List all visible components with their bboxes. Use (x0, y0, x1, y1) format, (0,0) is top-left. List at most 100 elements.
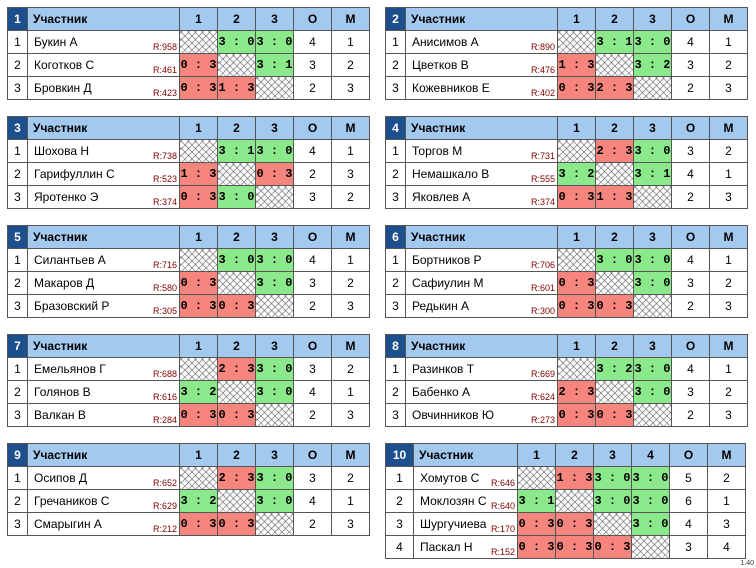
player-position: 2 (385, 162, 406, 186)
player-points: 3 (671, 139, 710, 163)
opponent-column-header: 1 (557, 225, 596, 249)
place-header: М (709, 7, 748, 31)
match-score: 0 : 3 (517, 535, 556, 559)
self-match-cell (631, 535, 670, 559)
self-match-cell (517, 466, 556, 490)
match-score: 0 : 3 (557, 185, 596, 209)
player-name: Макаров Д (34, 276, 95, 290)
group-number: 2 (385, 7, 406, 31)
points-header: О (671, 116, 710, 140)
match-score: 3 : 1 (217, 139, 256, 163)
player-position: 1 (7, 466, 28, 490)
opponent-column-header: 3 (255, 334, 294, 358)
self-match-cell (217, 489, 256, 513)
group-header-row: 8 Участник 1 2 3 О М (385, 334, 748, 358)
player-points: 3 (669, 535, 708, 559)
player-place: 3 (331, 512, 370, 536)
player-position: 2 (385, 489, 414, 513)
match-score: 1 : 3 (595, 185, 634, 209)
match-score: 0 : 3 (217, 403, 256, 427)
match-score: 3 : 2 (179, 489, 218, 513)
match-score: 3 : 2 (595, 357, 634, 381)
player-rating: R:152 (490, 547, 515, 557)
match-score: 3 : 0 (633, 380, 672, 404)
self-match-cell (255, 403, 294, 427)
player-rating: R:616 (152, 392, 177, 402)
player-place: 2 (709, 139, 748, 163)
player-position: 3 (385, 403, 406, 427)
player-place: 1 (331, 489, 370, 513)
self-match-cell (557, 30, 596, 54)
match-score: 0 : 3 (593, 535, 632, 559)
player-cell: Яковлев А R:374 (405, 185, 558, 209)
player-rating: R:706 (530, 260, 555, 270)
player-rating: R:716 (152, 260, 177, 270)
opponent-column-header: 2 (595, 7, 634, 31)
self-match-cell (255, 512, 294, 536)
player-points: 2 (293, 76, 332, 100)
opponent-column-header: 2 (595, 116, 634, 140)
participant-header: Участник (405, 225, 558, 249)
self-match-cell (633, 185, 672, 209)
player-position: 2 (7, 380, 28, 404)
player-points: 6 (669, 489, 708, 513)
points-header: О (669, 443, 708, 467)
opponent-column-header: 2 (595, 334, 634, 358)
self-match-cell (557, 139, 596, 163)
player-cell: Моклозян С R:640 (413, 489, 518, 513)
self-match-cell (557, 357, 596, 381)
opponent-column-header: 1 (179, 116, 218, 140)
player-name: Хомутов С (420, 471, 480, 485)
player-position: 1 (7, 248, 28, 272)
self-match-cell (217, 53, 256, 77)
player-place: 3 (709, 294, 748, 318)
player-rating: R:629 (152, 501, 177, 511)
match-score: 3 : 0 (593, 489, 632, 513)
match-score: 1 : 3 (179, 162, 218, 186)
match-score: 3 : 0 (633, 357, 672, 381)
match-score: 3 : 0 (255, 271, 294, 295)
player-cell: Коготков С R:461 (27, 53, 180, 77)
player-place: 2 (331, 271, 370, 295)
match-score: 3 : 2 (179, 380, 218, 404)
player-points: 2 (293, 512, 332, 536)
opponent-column-header: 1 (557, 334, 596, 358)
player-place: 2 (331, 53, 370, 77)
self-match-cell (555, 489, 594, 513)
player-position: 2 (7, 162, 28, 186)
match-score: 0 : 3 (555, 535, 594, 559)
player-rating: R:476 (530, 65, 555, 75)
player-cell: Бортников Р R:706 (405, 248, 558, 272)
place-header: М (707, 443, 746, 467)
participant-header: Участник (405, 7, 558, 31)
match-score: 2 : 3 (595, 139, 634, 163)
opponent-column-header: 2 (217, 225, 256, 249)
opponent-column-header: 2 (217, 443, 256, 467)
player-points: 4 (669, 512, 708, 536)
group-header-row: 3 Участник 1 2 3 О М (7, 116, 370, 140)
match-score: 0 : 3 (595, 294, 634, 318)
place-header: М (331, 116, 370, 140)
player-rating: R:669 (530, 369, 555, 379)
player-name: Овчинников Ю (412, 408, 494, 422)
player-cell: Осипов Д R:652 (27, 466, 180, 490)
player-name: Бортников Р (412, 253, 482, 267)
opponent-column-header: 1 (557, 7, 596, 31)
player-rating: R:284 (152, 415, 177, 425)
player-name: Бразовский Р (34, 299, 110, 313)
